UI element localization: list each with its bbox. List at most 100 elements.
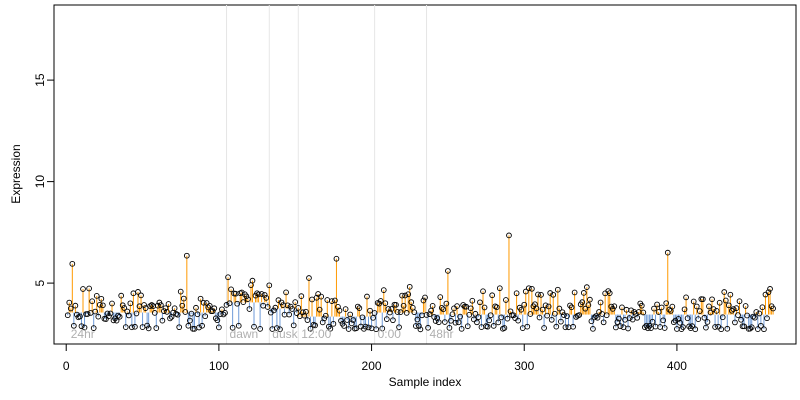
data-point	[761, 326, 767, 333]
data-point	[487, 312, 494, 319]
data-point	[284, 302, 291, 309]
data-point	[397, 309, 404, 315]
data-point	[553, 323, 560, 330]
data-point	[435, 319, 442, 326]
data-point	[744, 312, 750, 319]
data-point	[293, 310, 300, 316]
data-point	[547, 290, 554, 296]
data-point	[316, 306, 323, 313]
data-point	[113, 317, 120, 324]
data-point	[587, 296, 593, 303]
data-point	[750, 313, 757, 320]
data-point	[709, 296, 715, 303]
condition-labels: 24hr dawn dusk 12:00 0:00 48hr	[71, 327, 454, 341]
y-tick-label: 10	[33, 175, 47, 189]
data-point	[495, 319, 502, 326]
data-point	[180, 295, 187, 302]
data-point	[660, 317, 667, 324]
data-point	[141, 302, 147, 308]
data-point	[356, 305, 363, 311]
data-point	[371, 310, 378, 316]
data-point	[205, 304, 212, 311]
data-point	[457, 313, 463, 320]
data-point	[597, 299, 604, 306]
data-point	[383, 316, 390, 322]
data-point	[206, 302, 213, 309]
data-point	[388, 306, 395, 312]
data-point	[412, 323, 419, 329]
data-point	[689, 323, 696, 329]
data-point	[116, 313, 123, 320]
data-point	[533, 305, 540, 312]
data-point	[399, 292, 405, 299]
data-point	[677, 319, 683, 326]
data-point	[322, 312, 329, 319]
data-point	[729, 307, 735, 314]
data-point	[69, 260, 76, 267]
data-point	[469, 297, 476, 304]
data-point	[730, 306, 737, 313]
data-point	[245, 296, 251, 303]
data-point	[467, 305, 474, 312]
data-point	[603, 312, 610, 319]
data-point	[471, 316, 477, 323]
data-point	[591, 314, 598, 321]
data-point	[411, 309, 418, 316]
data-point	[423, 312, 430, 318]
data-point	[422, 294, 428, 301]
data-point	[200, 299, 207, 306]
data-point	[240, 299, 247, 305]
data-point	[295, 304, 302, 311]
data-point	[90, 325, 97, 331]
data-point	[289, 306, 296, 312]
data-point	[722, 297, 729, 304]
data-point	[153, 325, 160, 331]
data-point	[588, 318, 595, 325]
data-point	[138, 292, 144, 299]
data-point	[362, 323, 369, 330]
data-point	[690, 298, 697, 305]
data-point	[332, 297, 338, 304]
data-point	[445, 268, 451, 274]
data-point	[683, 294, 689, 301]
data-point	[403, 310, 410, 316]
data-point	[329, 298, 335, 304]
data-point	[490, 323, 497, 329]
data-point	[81, 324, 88, 331]
data-point	[379, 325, 386, 332]
data-point	[498, 314, 505, 321]
data-point	[747, 325, 754, 332]
data-point	[580, 290, 587, 296]
data-point	[475, 314, 482, 320]
data-point	[735, 312, 741, 318]
data-point	[496, 285, 503, 292]
data-point	[348, 320, 355, 327]
data-point	[684, 315, 691, 322]
data-point	[271, 307, 277, 314]
data-point	[86, 285, 92, 292]
data-point	[266, 282, 273, 289]
data-point	[226, 300, 233, 307]
data-point	[258, 291, 265, 297]
data-point	[98, 295, 105, 302]
data-point	[333, 255, 340, 262]
data-point	[364, 293, 370, 300]
data-point	[393, 302, 399, 308]
data-point	[78, 323, 85, 330]
data-point	[725, 302, 732, 309]
data-point	[640, 309, 647, 316]
data-point	[187, 317, 193, 324]
data-point	[303, 308, 309, 315]
data-point	[686, 323, 692, 330]
data-point	[515, 317, 521, 324]
data-point	[66, 299, 73, 306]
data-point	[225, 274, 231, 281]
data-point	[443, 300, 450, 307]
data-point	[255, 291, 262, 298]
data-point	[64, 312, 71, 319]
data-point	[696, 308, 703, 314]
data-point	[171, 305, 178, 312]
plot-area-frame	[53, 4, 797, 345]
data-point	[503, 297, 509, 303]
data-point	[420, 297, 427, 304]
